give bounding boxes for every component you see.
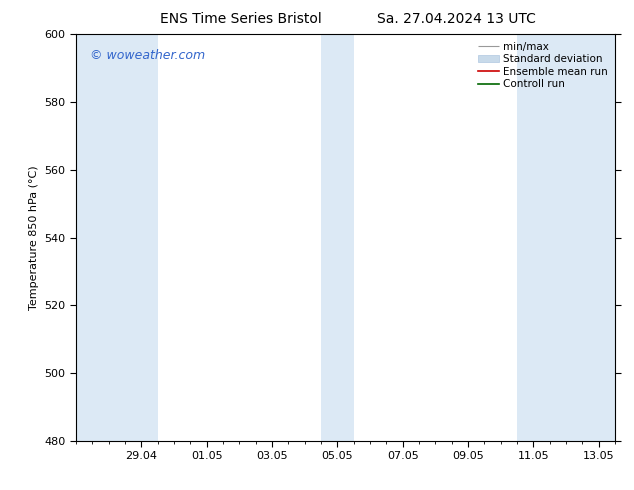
Text: © woweather.com: © woweather.com (89, 49, 205, 62)
Bar (517, 34, 615, 441)
Legend: min/max, Standard deviation, Ensemble mean run, Controll run: min/max, Standard deviation, Ensemble me… (475, 39, 611, 93)
Text: Sa. 27.04.2024 13 UTC: Sa. 27.04.2024 13 UTC (377, 12, 536, 26)
Text: ENS Time Series Bristol: ENS Time Series Bristol (160, 12, 322, 26)
Bar (321, 34, 354, 441)
Bar (76, 34, 158, 441)
Y-axis label: Temperature 850 hPa (°C): Temperature 850 hPa (°C) (29, 165, 39, 310)
